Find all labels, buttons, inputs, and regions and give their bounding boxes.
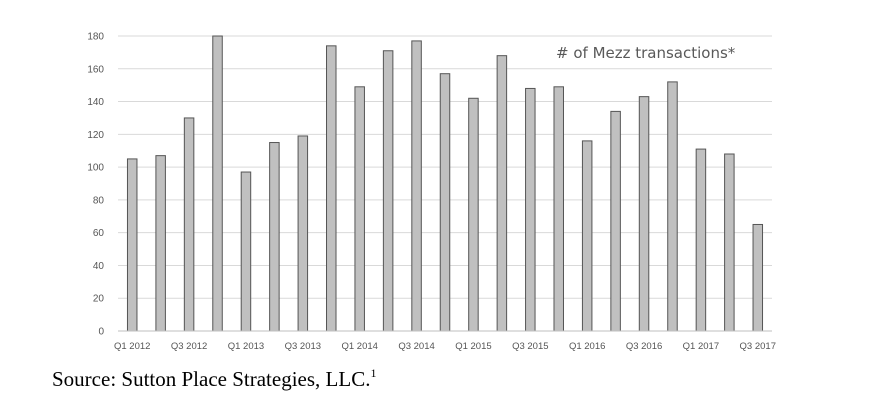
x-axis-ticks: Q1 2012 Q3 2012 Q1 2013 Q3 2013 Q1 2014 Q3 20…	[114, 341, 776, 352]
bar	[553, 86, 564, 332]
x-tick-label: Q1 2014	[341, 341, 377, 352]
x-tick-label: Q1 2013	[228, 341, 264, 352]
x-tick-label: Q1 2015	[455, 341, 491, 352]
x-tick-label: Q3 2014	[398, 341, 434, 352]
chart-annotation: # of Mezz transactions*	[556, 44, 736, 62]
y-tick-label: 120	[87, 130, 104, 141]
bar	[155, 155, 166, 332]
bar	[126, 158, 138, 332]
bar	[638, 96, 650, 332]
bar	[411, 40, 422, 332]
bar	[439, 73, 451, 332]
y-axis-ticks: 0 20 40 60 80 100 120 140 160 180	[87, 32, 104, 338]
bar	[354, 86, 365, 332]
x-tick-label: Q3 2013	[285, 341, 321, 352]
y-tick-label: 100	[87, 163, 104, 174]
x-tick-label: Q3 2015	[512, 341, 548, 352]
source-caption: Source: Sutton Place Strategies, LLC.1	[52, 366, 376, 392]
bar	[382, 50, 394, 332]
bar	[724, 153, 735, 332]
x-tick-label: Q3 2017	[740, 341, 776, 352]
y-tick-label: 60	[93, 228, 105, 239]
y-tick-label: 180	[87, 32, 104, 43]
bar	[297, 135, 309, 332]
bar	[752, 223, 764, 332]
y-tick-label: 140	[87, 97, 104, 108]
x-tick-label: Q1 2017	[683, 341, 719, 352]
source-footnote-marker: 1	[370, 366, 377, 380]
bar	[269, 142, 280, 332]
x-tick-label: Q1 2016	[569, 341, 605, 352]
bar	[468, 97, 479, 332]
bar	[525, 87, 536, 332]
x-tick-label: Q3 2012	[171, 341, 207, 352]
y-tick-label: 80	[93, 195, 105, 206]
y-tick-label: 160	[87, 64, 104, 75]
bar	[695, 148, 707, 332]
y-tick-label: 20	[93, 294, 105, 305]
bar	[667, 81, 678, 332]
bar	[212, 35, 223, 332]
source-text: Source: Sutton Place Strategies, LLC.	[52, 367, 371, 391]
bar	[496, 55, 508, 332]
bar	[183, 117, 195, 332]
y-tick-label: 40	[93, 261, 105, 272]
bar	[581, 140, 593, 332]
y-tick-label: 0	[98, 327, 104, 338]
x-tick-label: Q1 2012	[114, 341, 150, 352]
bar	[610, 110, 621, 332]
x-tick-label: Q3 2016	[626, 341, 662, 352]
bar	[326, 45, 337, 332]
bars	[126, 35, 764, 332]
bar	[240, 171, 252, 332]
